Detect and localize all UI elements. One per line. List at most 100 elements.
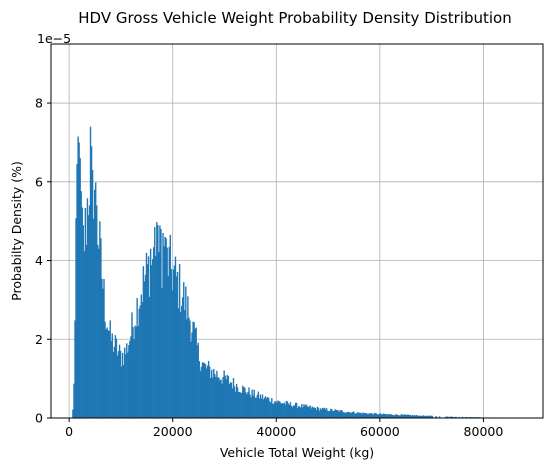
histogram-bar [344,412,347,418]
histogram-bar [91,169,94,418]
histogram-bar [213,369,215,418]
histogram-bar [75,218,77,418]
histogram-bar [86,198,89,418]
histogram-bar [307,407,309,418]
histogram-bar [389,414,391,418]
histogram-bar [207,360,210,418]
histogram-bar [280,403,282,418]
histogram-bar [116,355,119,418]
histogram-bar [319,408,322,418]
histogram-bar [263,397,266,418]
histogram-bar [386,414,388,418]
histogram-bar [206,365,209,418]
histogram-bar [303,404,305,418]
histogram-bar [89,126,92,419]
histogram-bar [335,409,337,418]
histogram-bar [293,405,296,418]
histogram-bar [423,415,425,418]
histogram-bar [451,416,453,418]
histogram-bar [394,415,396,418]
chart-title: HDV Gross Vehicle Weight Probability Den… [78,9,511,27]
histogram-bar [410,415,413,418]
histogram-bar [417,415,419,418]
histogram-bar [196,345,198,418]
x-tick-label: 80000 [464,424,504,439]
histogram-bar [88,205,91,418]
histogram-bar [446,416,448,418]
histogram-bar [186,319,188,418]
histogram-bar [376,414,379,418]
histogram-bar [155,255,157,418]
histogram-bar [108,330,110,418]
histogram-bar [247,391,249,418]
histogram-bar [372,414,374,418]
histogram-bar [231,388,234,418]
histogram-bar [308,406,310,418]
histogram-bar [135,326,137,418]
x-axis-label: Vehicle Total Weight (kg) [220,445,374,460]
histogram-bar [282,403,284,418]
histogram-bar [283,402,285,418]
histogram-bar [156,222,158,418]
histogram-bar [143,281,146,418]
histogram-bar [294,402,297,418]
histogram-bar [329,410,331,418]
histogram-bar [355,413,357,418]
histogram-bar [264,396,267,418]
histogram-bar [137,325,139,418]
histogram-bar [396,414,398,418]
histogram-bar [295,402,298,418]
histogram-bar [403,414,406,418]
histogram-bar [245,392,247,418]
histogram-bar [120,366,123,418]
histogram-bar [148,296,151,418]
histogram-bar [409,415,412,418]
histogram-bar [79,158,81,419]
histogram-bar [309,405,311,418]
histogram-bar [418,416,420,418]
histogram-bar [350,412,353,418]
histogram-bar [82,225,84,418]
histogram-bar [157,225,159,418]
histogram-bar [187,296,189,418]
histogram-bar [222,377,224,418]
histogram-bar [179,312,182,418]
histogram-bar [284,404,286,418]
histogram-bar [83,251,86,418]
histogram-bar [233,386,236,418]
histogram-bar [265,398,268,418]
histogram-bar [385,414,387,418]
histogram-bar [261,394,264,418]
histogram-bar [132,327,134,418]
histogram-bar [341,410,343,418]
histogram-bar [268,397,270,418]
histogram-bar [76,163,78,418]
histogram-bar [461,416,464,418]
histogram-bar [393,415,395,418]
histogram-bar [449,416,451,418]
histogram-bar [345,412,348,418]
histogram-bar [336,410,338,418]
histogram-bar [400,414,402,418]
histogram-bar [236,387,239,418]
histogram-bar [257,391,260,418]
histogram-bar [318,410,321,418]
histogram-bar [281,403,283,418]
histogram-bar [78,142,80,419]
histogram-bar [384,413,386,418]
histogram-bar [348,411,351,418]
histogram-bar [96,205,98,418]
histogram-bar [101,278,103,418]
histogram-bars [72,126,525,419]
y-tick-label: 6 [35,174,43,189]
histogram-bar [169,234,171,418]
x-tick-label: 60000 [360,424,400,439]
histogram-bar [360,412,362,418]
histogram-bar [314,407,316,418]
x-tick-label: 0 [65,424,73,439]
histogram-bar [285,401,287,418]
histogram-bar [302,407,304,418]
histogram-bar [185,286,187,418]
histogram-bar [333,410,335,418]
histogram-bar [131,312,133,418]
